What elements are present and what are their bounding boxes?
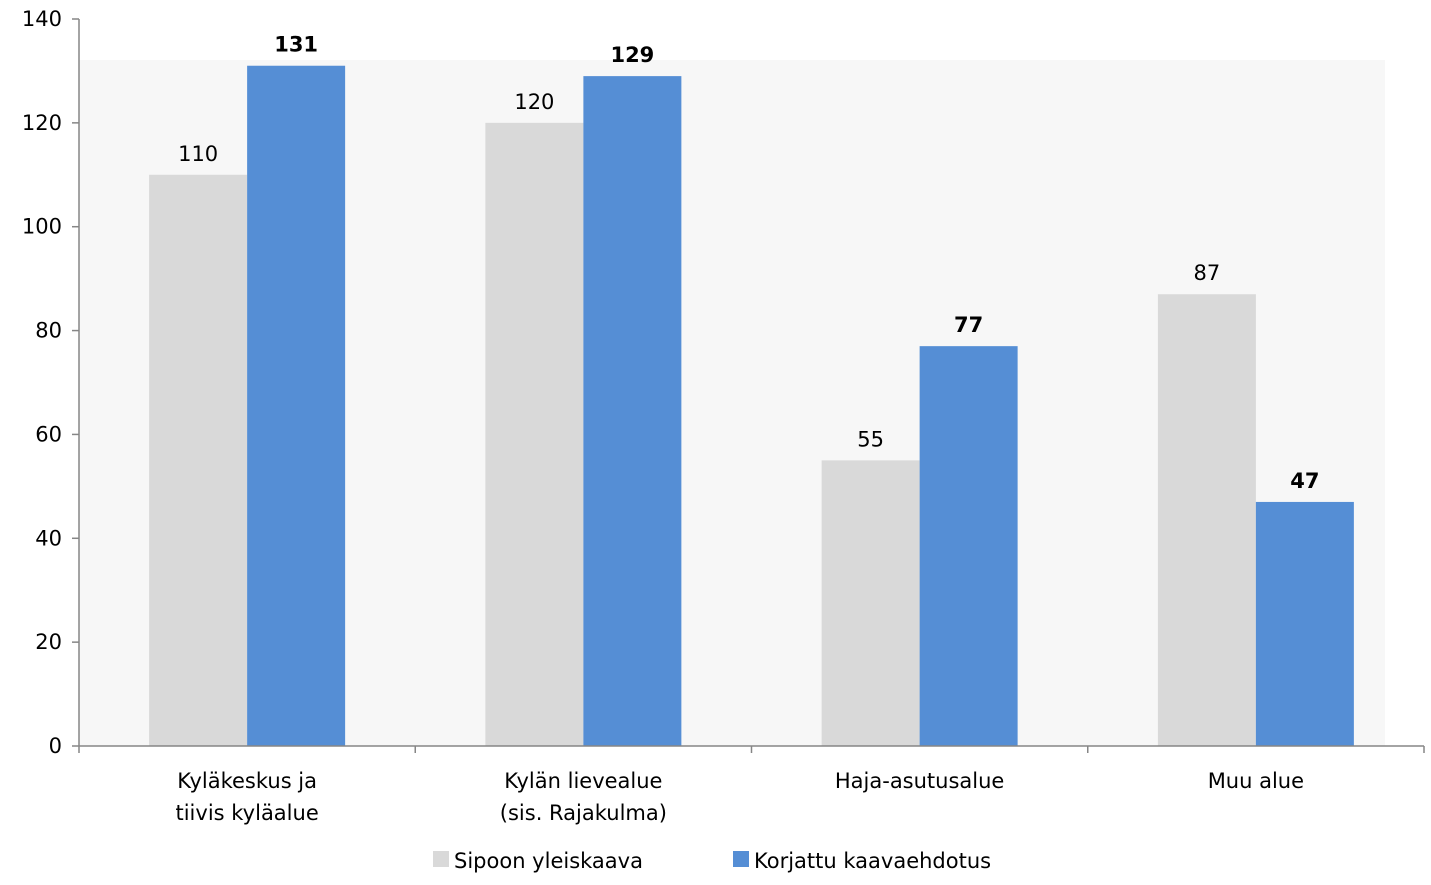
axes-layer: 0 20 40 60 80 100 120 140 Kyläkeskus ja tiivis ky… bbox=[22, 7, 1425, 825]
data-label: 129 bbox=[610, 43, 654, 67]
data-label: 87 bbox=[1194, 261, 1221, 285]
bars-layer bbox=[149, 65, 1354, 747]
y-tick-label: 60 bbox=[35, 422, 62, 446]
x-category-label: Kyläkeskus ja tiivis kyläalue bbox=[175, 769, 318, 825]
x-category-label: Kylän lievealue (sis. Rajakulma) bbox=[500, 769, 667, 825]
data-label: 131 bbox=[274, 33, 318, 57]
y-tick-label: 120 bbox=[22, 111, 62, 135]
x-category-label: Muu alue bbox=[1208, 769, 1304, 793]
data-label: 120 bbox=[514, 90, 554, 114]
data-label: 47 bbox=[1290, 469, 1319, 493]
bar-sipoon-yleiskaava-0 bbox=[149, 174, 248, 747]
data-label: 110 bbox=[178, 142, 218, 166]
y-tick-label: 20 bbox=[35, 630, 62, 654]
bar-korjattu-kaavaehdotus-2 bbox=[919, 346, 1018, 746]
x-category-label: Haja-asutusalue bbox=[835, 769, 1004, 793]
bar-korjattu-kaavaehdotus-0 bbox=[247, 65, 346, 746]
bar-sipoon-yleiskaava-3 bbox=[1157, 294, 1256, 746]
bar-sipoon-yleiskaava-2 bbox=[821, 460, 920, 746]
bar-sipoon-yleiskaava-1 bbox=[485, 122, 584, 747]
legend-swatch bbox=[433, 851, 449, 867]
y-tick-label: 40 bbox=[35, 526, 62, 550]
bar-korjattu-kaavaehdotus-3 bbox=[1255, 501, 1354, 746]
y-tick-label: 100 bbox=[22, 215, 62, 239]
y-tick-label: 0 bbox=[49, 734, 62, 758]
bar-korjattu-kaavaehdotus-1 bbox=[583, 76, 682, 746]
y-tick-label: 140 bbox=[22, 7, 62, 31]
legend-label: Sipoon yleiskaava bbox=[454, 849, 643, 873]
legend-label: Korjattu kaavaehdotus bbox=[754, 849, 991, 873]
data-label: 77 bbox=[954, 313, 983, 337]
legend-swatch bbox=[733, 851, 749, 867]
y-tick-label: 80 bbox=[35, 319, 62, 343]
legend: Sipoon yleiskaava Korjattu kaavaehdotus bbox=[433, 849, 991, 873]
data-labels-layer: 110 120 55 87 131 129 77 47 bbox=[178, 33, 1319, 493]
data-label: 55 bbox=[857, 427, 884, 451]
